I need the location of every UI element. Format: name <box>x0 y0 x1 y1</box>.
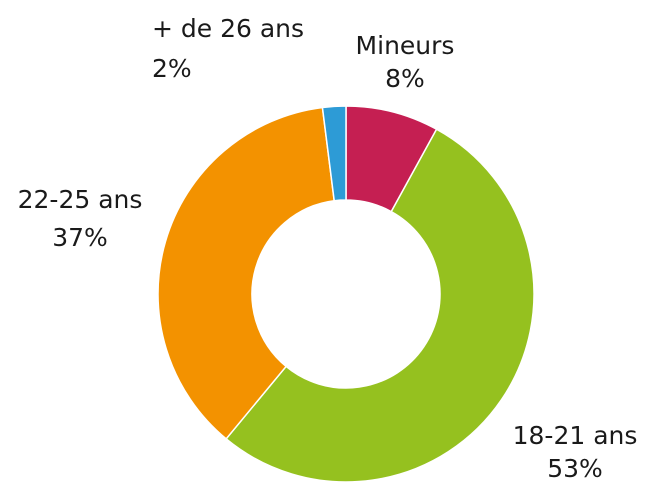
slice-label: 22-25 ans <box>18 185 143 214</box>
slice-label: + de 26 ans <box>152 14 304 43</box>
slice-value-label: 37% <box>52 223 108 252</box>
donut-slice <box>225 128 535 482</box>
slice-value-label: 8% <box>385 64 425 93</box>
donut-slice <box>321 105 347 202</box>
slice-label: 18-21 ans <box>513 421 638 450</box>
donut-slice <box>157 106 336 440</box>
slice-value-label: 2% <box>152 54 192 83</box>
slice-label: Mineurs <box>356 31 455 60</box>
slice-value-label: 53% <box>547 454 603 482</box>
